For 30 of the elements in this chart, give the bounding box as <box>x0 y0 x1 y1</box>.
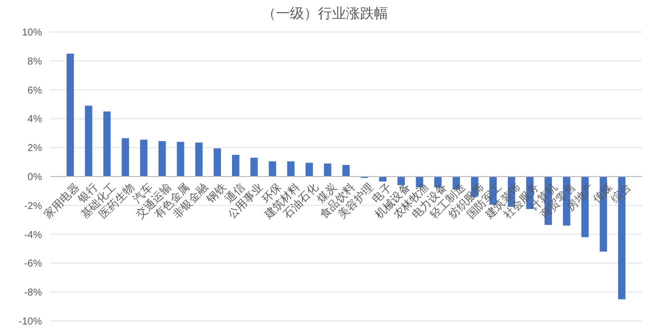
y-tick-label: -10% <box>18 316 42 328</box>
bar <box>140 140 148 176</box>
bar <box>287 161 295 176</box>
y-tick-label: 6% <box>28 85 42 96</box>
bar <box>84 106 92 176</box>
y-tick-label: 2% <box>28 143 42 154</box>
bar <box>103 111 111 176</box>
bar <box>397 176 405 186</box>
y-tick-label: 0% <box>28 172 42 183</box>
bar <box>158 141 166 176</box>
bar <box>324 163 332 176</box>
bar <box>268 161 276 176</box>
bar <box>250 158 258 176</box>
bar <box>195 142 203 176</box>
bar <box>122 138 130 176</box>
bar <box>66 54 74 176</box>
y-tick-label: -6% <box>24 258 42 270</box>
bar <box>176 142 184 176</box>
y-tick-label: 10% <box>22 28 42 38</box>
y-tick-label: -4% <box>24 230 42 241</box>
y-tick-label: -2% <box>24 200 42 212</box>
bar <box>232 154 240 176</box>
bar <box>379 176 386 182</box>
bar <box>214 148 221 176</box>
y-tick-label: 8% <box>28 56 42 68</box>
y-tick-label: 4% <box>28 114 42 126</box>
bar <box>342 164 350 176</box>
y-tick-label: -8% <box>24 288 42 299</box>
bar <box>306 162 313 176</box>
chart-title: （一级）行业涨跌幅 <box>262 6 388 22</box>
